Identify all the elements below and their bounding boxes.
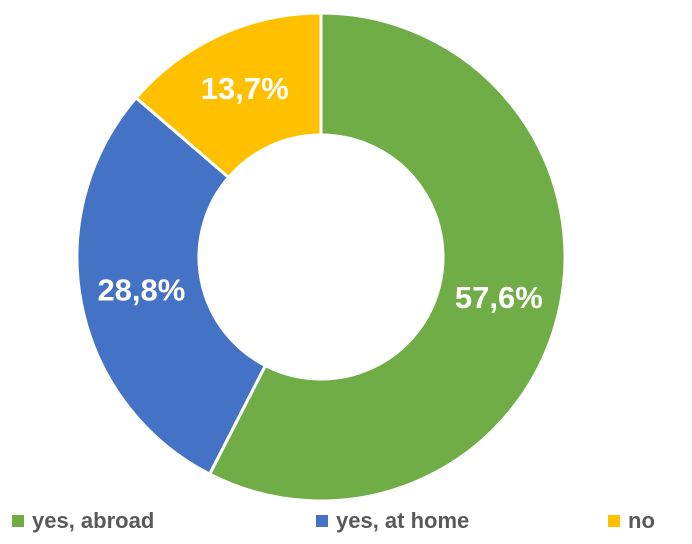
legend-label: yes, at home: [336, 508, 469, 533]
donut-slice: [207, 11, 567, 503]
legend-label: no: [628, 508, 655, 533]
legend-swatch: [12, 515, 24, 527]
legend-label: yes, abroad: [32, 508, 154, 533]
donut-slice: [133, 11, 323, 180]
value-label: 57,6%: [455, 280, 543, 315]
donut-slice: [75, 95, 268, 477]
legend-swatch: [316, 515, 328, 527]
value-label: 28,8%: [97, 272, 185, 307]
value-label: 13,7%: [201, 71, 289, 106]
legend-swatch: [608, 515, 620, 527]
